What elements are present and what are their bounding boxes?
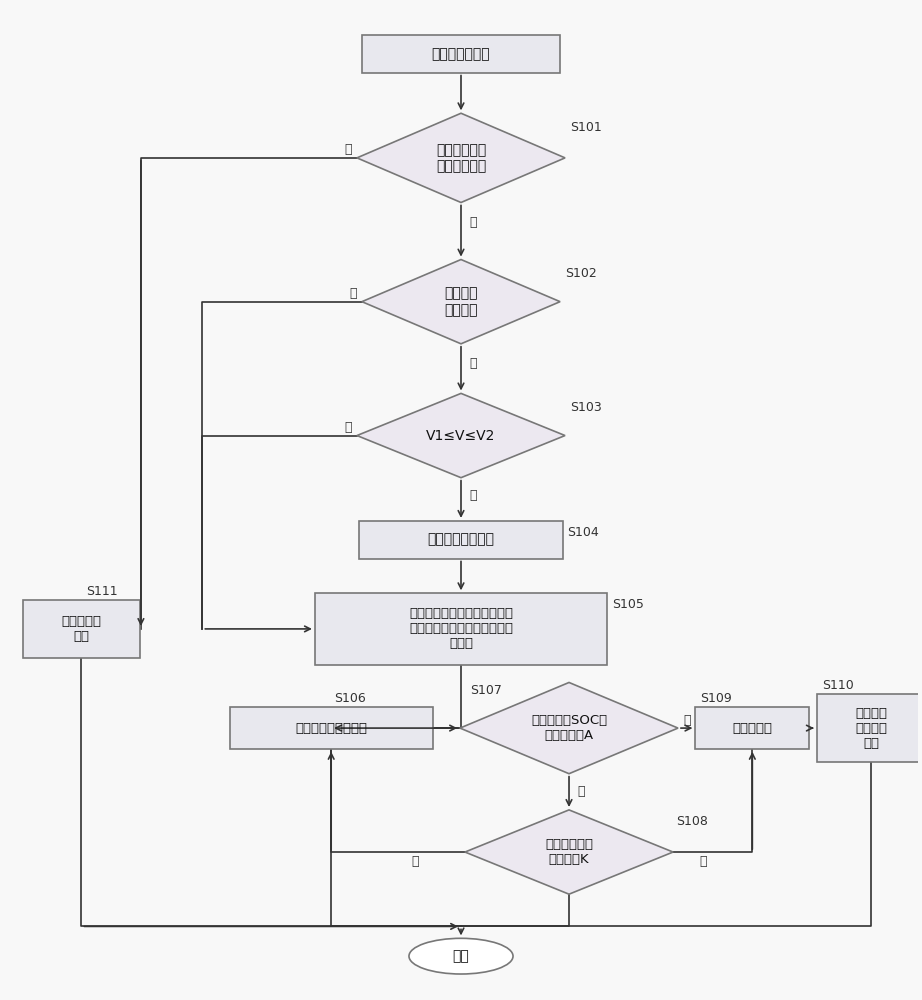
- Text: 返回: 返回: [453, 949, 469, 963]
- Text: 是: 是: [469, 489, 477, 502]
- Text: S104: S104: [568, 526, 599, 539]
- Polygon shape: [465, 810, 673, 894]
- Text: S106: S106: [334, 692, 365, 705]
- Polygon shape: [362, 260, 560, 344]
- Text: 巡航需求扭矩
是否小于K: 巡航需求扭矩 是否小于K: [545, 838, 593, 866]
- Text: 是: 是: [411, 855, 420, 868]
- Bar: [362, 35, 560, 73]
- Text: 否: 否: [345, 143, 352, 156]
- Text: 动力电池包SOC是
否大于等于A: 动力电池包SOC是 否大于等于A: [531, 714, 607, 742]
- Polygon shape: [460, 682, 678, 774]
- Text: S108: S108: [676, 815, 708, 828]
- Text: V1≤V≤V2: V1≤V≤V2: [426, 429, 496, 443]
- Ellipse shape: [409, 938, 513, 974]
- Text: 进入混合
动力巡航
模式: 进入混合 动力巡航 模式: [856, 707, 887, 750]
- Text: 进入纯电动巡航模式: 进入纯电动巡航模式: [295, 722, 367, 735]
- Bar: [230, 707, 432, 749]
- Bar: [23, 600, 140, 658]
- Text: 检测系统
是否故障: 检测系统 是否故障: [444, 287, 478, 317]
- Text: 车辆非巡航驾驶: 车辆非巡航驾驶: [431, 47, 491, 61]
- Text: 发动机起动: 发动机起动: [732, 722, 773, 735]
- Bar: [817, 694, 922, 762]
- Polygon shape: [357, 113, 565, 202]
- Text: S107: S107: [470, 684, 502, 697]
- Text: S101: S101: [570, 121, 602, 134]
- Text: 是: 是: [349, 287, 357, 300]
- Text: 是: 是: [577, 785, 585, 798]
- Text: 否: 否: [699, 855, 706, 868]
- Polygon shape: [357, 393, 565, 478]
- Text: S102: S102: [565, 267, 597, 280]
- Text: 否: 否: [683, 714, 691, 727]
- Text: S103: S103: [570, 401, 602, 414]
- Text: S105: S105: [612, 598, 644, 611]
- Text: S109: S109: [701, 692, 732, 705]
- Text: 准备进入巡航驾驶: 准备进入巡航驾驶: [428, 533, 494, 547]
- Bar: [314, 593, 608, 665]
- Text: 驾驶员是否有
巡航驾驶意图: 驾驶员是否有 巡航驾驶意图: [436, 143, 486, 173]
- Bar: [695, 707, 810, 749]
- Text: 不进入巡航
模式: 不进入巡航 模式: [62, 615, 101, 643]
- Text: 否: 否: [345, 421, 352, 434]
- Text: S111: S111: [87, 585, 118, 598]
- Text: 否: 否: [469, 357, 477, 370]
- Text: S110: S110: [822, 679, 854, 692]
- Text: 是: 是: [469, 216, 477, 229]
- Bar: [360, 521, 562, 559]
- Text: 根据车速偏差采用车速闭环变
参数控制方法计算得到巡航需
求扭矩: 根据车速偏差采用车速闭环变 参数控制方法计算得到巡航需 求扭矩: [409, 607, 513, 650]
